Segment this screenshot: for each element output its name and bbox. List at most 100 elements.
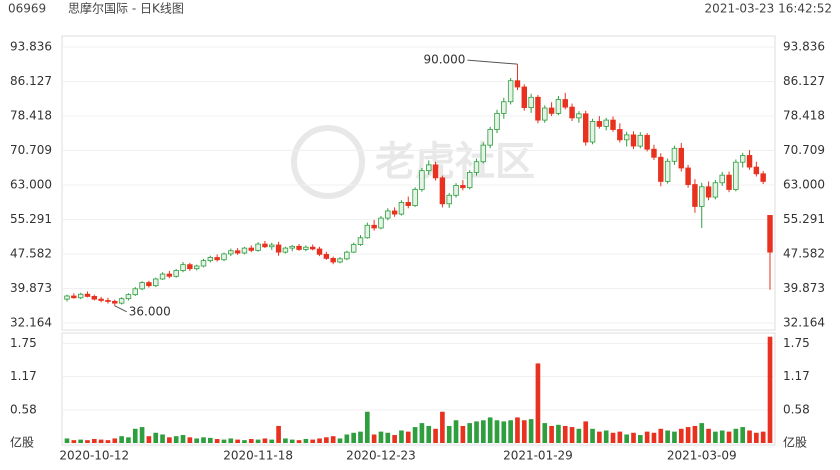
y-tick-label: 0.58 xyxy=(10,403,37,417)
volume-bar xyxy=(460,425,466,443)
candle-body xyxy=(562,99,568,108)
candle-body xyxy=(658,156,664,182)
y-tick-label: 70.709 xyxy=(10,143,52,157)
candle-body xyxy=(651,148,657,158)
volume-bar xyxy=(726,431,732,443)
volume-bar xyxy=(521,420,527,443)
volume-bar xyxy=(440,411,445,443)
volume-bar xyxy=(146,436,152,443)
candle-body xyxy=(623,134,630,141)
volume-bar xyxy=(399,430,404,443)
y-tick-label: 86.127 xyxy=(10,74,52,88)
candle-body xyxy=(487,129,493,146)
y-tick-label-right: 亿股 xyxy=(783,435,807,450)
volume-bar xyxy=(583,421,589,443)
volume-bar xyxy=(719,430,725,443)
volume-bar xyxy=(419,423,425,443)
y-tick-label-right: 63.000 xyxy=(783,178,825,192)
candle-body xyxy=(309,246,316,250)
volume-bar xyxy=(324,437,329,443)
candle-body xyxy=(576,113,582,119)
volume-bar xyxy=(85,440,90,443)
volume-bar xyxy=(385,432,391,443)
x-tick-label: 2020-11-18 xyxy=(223,449,293,463)
volume-bar xyxy=(412,427,418,443)
volume-bar xyxy=(132,428,138,443)
y-tick-label-right: 32.164 xyxy=(783,316,825,330)
candle-body xyxy=(555,99,562,114)
candle-body xyxy=(753,166,760,175)
volume-bar xyxy=(487,417,493,443)
candle-body xyxy=(139,282,145,290)
volume-bar xyxy=(692,425,698,443)
candle-body xyxy=(535,96,541,121)
volume-bar xyxy=(167,437,172,443)
candle-body xyxy=(207,257,214,262)
candle-body xyxy=(391,210,398,215)
volume-bar xyxy=(569,427,575,443)
candle-body xyxy=(77,293,84,299)
candle-body xyxy=(262,243,268,248)
candle-body xyxy=(255,243,261,251)
volume-bar xyxy=(317,438,322,443)
candle-body xyxy=(699,186,705,207)
y-tick-label-right: 78.418 xyxy=(783,109,825,123)
volume-bar xyxy=(344,434,350,443)
volume-bar xyxy=(248,439,254,443)
candle-body xyxy=(364,224,371,239)
candle-body xyxy=(412,189,418,206)
volume-bar xyxy=(542,423,548,443)
volume-bar xyxy=(208,437,213,443)
candle-body xyxy=(705,186,712,198)
candle-body xyxy=(132,288,138,296)
candle-body xyxy=(378,217,384,229)
candle-body xyxy=(712,182,719,198)
y-tick-label-right: 86.127 xyxy=(783,74,825,88)
y-tick-label-right: 0.58 xyxy=(783,403,810,417)
volume-bar xyxy=(754,432,759,443)
candle-body xyxy=(685,167,691,185)
volume-bar xyxy=(501,421,507,443)
candle-body xyxy=(521,86,528,108)
volume-bar xyxy=(78,439,83,443)
volume-bar xyxy=(426,425,432,443)
candle-body xyxy=(726,174,732,190)
volume-bar xyxy=(358,431,363,443)
volume-bar xyxy=(535,363,541,443)
y-tick-label-right: 1.17 xyxy=(783,369,810,383)
candle-body xyxy=(228,250,234,255)
y-tick-label: 1.75 xyxy=(10,336,37,350)
candle-body xyxy=(746,155,753,168)
volume-bar xyxy=(678,428,684,443)
candle-body xyxy=(337,258,343,263)
candle-body xyxy=(275,244,282,253)
candle-body xyxy=(439,177,446,205)
candle-body xyxy=(678,147,684,169)
volume-bar xyxy=(269,439,275,443)
y-tick-label: 63.000 xyxy=(10,178,52,192)
volume-bar xyxy=(160,434,165,443)
volume-bar xyxy=(392,435,397,443)
volume-bar xyxy=(610,432,616,443)
x-tick-label: 2020-12-23 xyxy=(346,449,416,463)
candle-body xyxy=(84,293,91,297)
candle-body xyxy=(303,246,309,250)
candle-body xyxy=(569,106,575,119)
volume-bar xyxy=(603,430,609,443)
candle-body xyxy=(234,250,241,254)
volume-bar xyxy=(733,428,739,443)
annotation-label: 90.000 xyxy=(423,53,465,67)
candle-body xyxy=(112,300,118,304)
candle-body xyxy=(637,134,644,147)
candle-body xyxy=(330,257,336,263)
x-tick-label: 2020-10-12 xyxy=(59,449,129,463)
volume-bar xyxy=(303,439,309,443)
volume-bar xyxy=(194,438,200,443)
volume-bar xyxy=(153,432,159,443)
price-frame xyxy=(61,35,776,331)
y-tick-label: 39.873 xyxy=(10,281,52,295)
candle-body xyxy=(617,129,623,141)
candle-body xyxy=(542,107,548,121)
candle-body xyxy=(446,194,452,205)
volume-bar xyxy=(631,432,636,443)
